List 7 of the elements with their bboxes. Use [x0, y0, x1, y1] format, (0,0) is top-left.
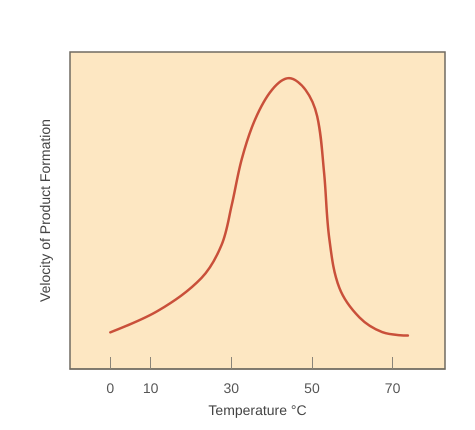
- x-tick-label: 10: [142, 380, 159, 396]
- x-tick-label: 0: [106, 380, 114, 396]
- x-tick-label: 30: [224, 380, 240, 396]
- x-axis-title: Temperature °C: [208, 402, 307, 418]
- x-tick-label: 50: [304, 380, 320, 396]
- y-axis-title: Velocity of Product Formation: [37, 119, 53, 302]
- x-tick-label: 70: [384, 380, 401, 396]
